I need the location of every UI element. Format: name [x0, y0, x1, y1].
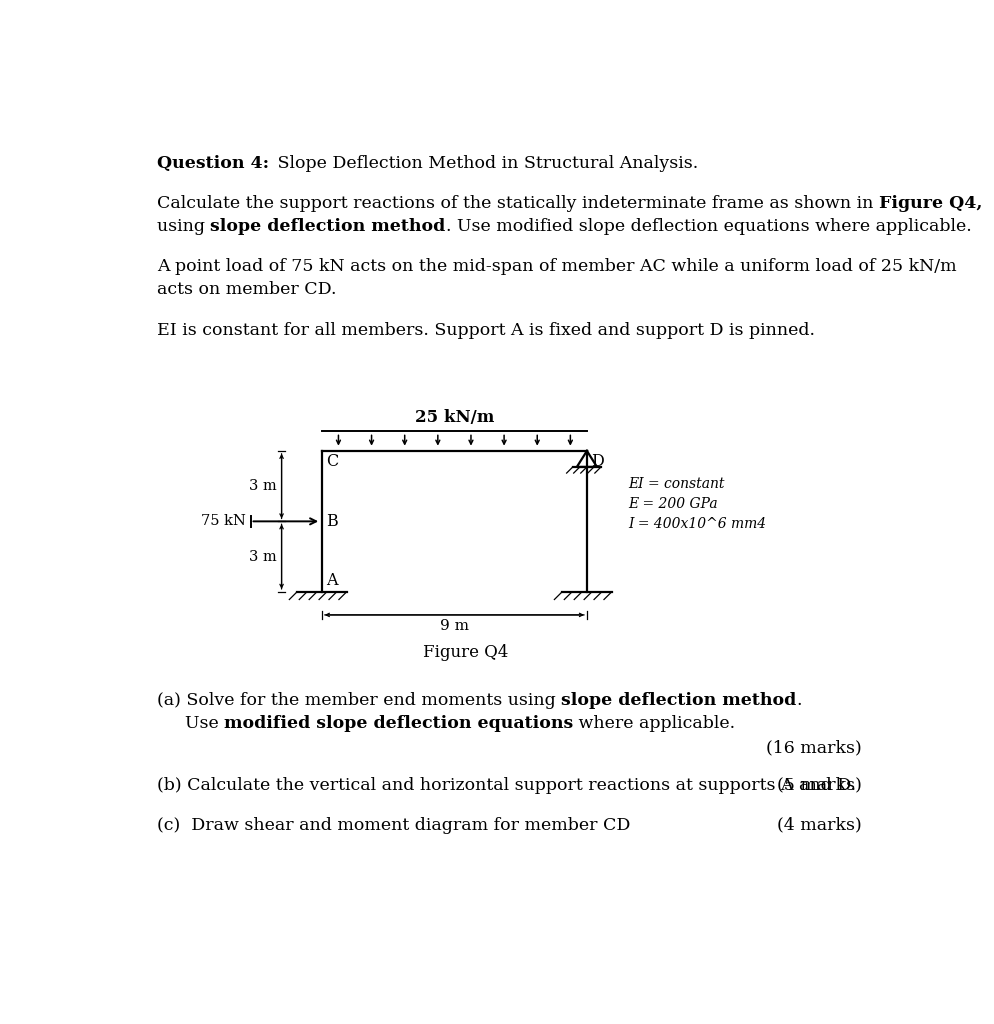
Text: (4 marks): (4 marks) — [777, 817, 862, 834]
Text: (5 marks): (5 marks) — [777, 776, 862, 794]
Text: using: using — [157, 218, 211, 236]
Text: EI is constant for all members. Support A is fixed and support D is pinned.: EI is constant for all members. Support … — [157, 322, 815, 339]
Text: I = 400x10^6 mm4: I = 400x10^6 mm4 — [628, 517, 766, 531]
Text: (16 marks): (16 marks) — [766, 739, 862, 757]
Text: Use: Use — [185, 715, 224, 732]
Text: Question 4:: Question 4: — [157, 156, 269, 172]
Text: slope deflection method: slope deflection method — [561, 692, 796, 709]
Text: Figure Q4: Figure Q4 — [423, 644, 509, 662]
Text: 9 m: 9 m — [440, 618, 469, 633]
Text: . Use modified slope deflection equations where applicable.: . Use modified slope deflection equation… — [445, 218, 971, 236]
Text: D: D — [591, 454, 604, 470]
Text: EI = constant: EI = constant — [628, 477, 725, 492]
Text: 3 m: 3 m — [249, 479, 277, 494]
Text: A: A — [326, 571, 338, 589]
Text: A point load of 75 kN acts on the mid-span of member AC while a uniform load of : A point load of 75 kN acts on the mid-sp… — [157, 258, 956, 275]
Text: acts on member CD.: acts on member CD. — [157, 282, 336, 299]
Text: Slope Deflection Method in Structural Analysis.: Slope Deflection Method in Structural An… — [272, 156, 698, 172]
Text: .: . — [796, 692, 802, 709]
Text: C: C — [326, 454, 339, 470]
Text: 75 kN: 75 kN — [201, 514, 246, 528]
Text: (a) Solve for the member end moments using: (a) Solve for the member end moments usi… — [157, 692, 561, 709]
Text: (c)  Draw shear and moment diagram for member CD: (c) Draw shear and moment diagram for me… — [157, 817, 630, 834]
Text: 25 kN/m: 25 kN/m — [414, 410, 494, 426]
Text: slope deflection method: slope deflection method — [211, 218, 445, 236]
Text: modified slope deflection equations: modified slope deflection equations — [224, 715, 574, 732]
Text: B: B — [326, 513, 338, 529]
Text: (b) Calculate the vertical and horizontal support reactions at supports A and D.: (b) Calculate the vertical and horizonta… — [157, 776, 856, 794]
Text: E = 200 GPa: E = 200 GPa — [628, 497, 718, 511]
Text: where applicable.: where applicable. — [574, 715, 736, 732]
Text: Figure Q4,: Figure Q4, — [879, 196, 982, 212]
Text: Calculate the support reactions of the statically indeterminate frame as shown i: Calculate the support reactions of the s… — [157, 196, 879, 212]
Text: 3 m: 3 m — [249, 550, 277, 563]
